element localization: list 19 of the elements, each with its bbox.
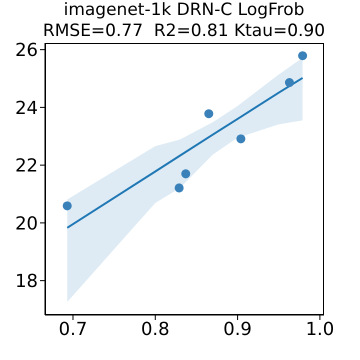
point (298, 51, 308, 60)
x-tick-label: 0.9 (223, 318, 252, 340)
y-tick-label: 20 (15, 213, 38, 234)
point (204, 109, 214, 118)
y-tick-label: 22 (15, 156, 38, 177)
line-series (66, 76, 304, 229)
chart-title: imagenet-1k DRN-C LogFrob (62, 0, 306, 21)
point (174, 183, 184, 192)
x-tick-label: 0.7 (58, 318, 88, 340)
chart-subtitle: RMSE=0.77 R2=0.81 Ktau=0.90 (42, 21, 326, 42)
point (181, 169, 190, 178)
point (62, 201, 72, 210)
x-tick-label: 0.8 (140, 318, 170, 340)
x-tick-label: 1.0 (306, 318, 334, 340)
y-tick-label: 26 (15, 40, 38, 62)
y-tick-label: 18 (15, 271, 38, 292)
point (236, 134, 246, 144)
y-tick-label: 24 (15, 98, 38, 119)
point (284, 78, 294, 88)
